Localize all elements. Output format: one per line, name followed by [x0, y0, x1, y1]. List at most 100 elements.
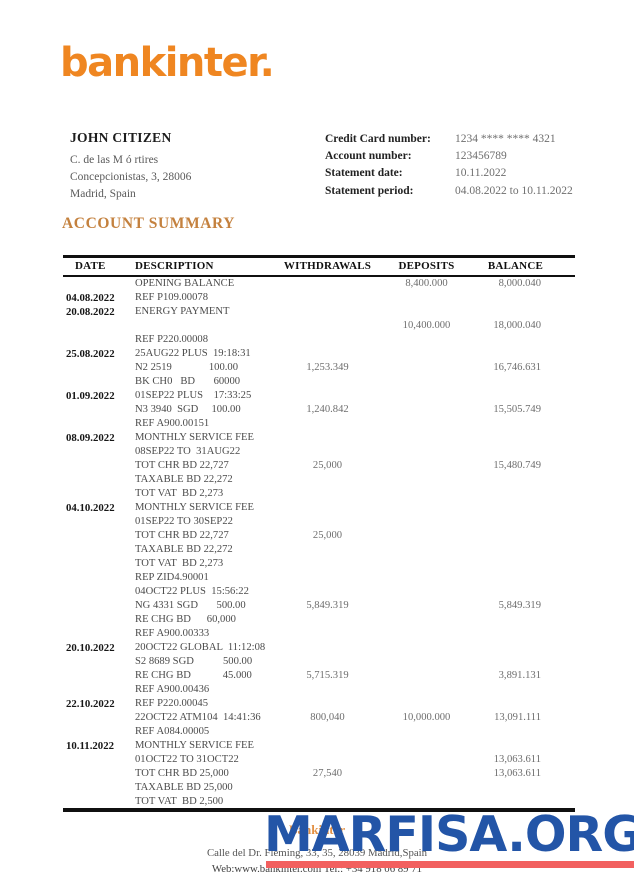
cell-deposit	[375, 627, 478, 641]
cell-description: N3 3940 SGD 100.00	[135, 404, 241, 415]
cell-description: TOT VAT BD 2,500	[135, 796, 224, 807]
statement-table-body: OPENING BALANCE 8,400.000 8,000.040 04.08.2…	[63, 276, 575, 809]
cell-description: REF A084.00005	[135, 726, 210, 737]
cell-withdrawal	[280, 697, 375, 711]
cell-balance	[478, 627, 575, 641]
cell-date: 01.09.2022	[66, 390, 115, 402]
cell-withdrawal	[280, 487, 375, 501]
customer-address-line: Madrid, Spain	[70, 188, 136, 200]
cell-deposit	[375, 515, 478, 529]
cell-date	[63, 585, 135, 599]
cell-date	[63, 515, 135, 529]
table-row: 08SEP22 TO 31AUG22	[63, 445, 575, 459]
table-row: S2 8689 SGD 500.00	[63, 655, 575, 669]
cell-date	[63, 781, 135, 795]
cell-balance: 5,849.319	[498, 600, 541, 611]
table-row: TOT VAT BD 2,273	[63, 487, 575, 501]
cell-deposit	[375, 543, 478, 557]
cell-description: ENERGY PAYMENT	[135, 306, 230, 317]
cell-date	[63, 571, 135, 585]
customer-address-line: C. de las M ó rtires	[70, 154, 159, 166]
cell-withdrawal	[280, 276, 375, 291]
cell-withdrawal	[280, 305, 375, 319]
cell-description: 20OCT22 GLOBAL 11:12:08	[135, 642, 266, 653]
cell-withdrawal: 25,000	[312, 460, 343, 471]
cell-balance: 15,480.749	[493, 460, 541, 471]
table-row: REF A084.00005	[63, 725, 575, 739]
table-row: N3 3940 SGD 100.00 1,240.842 15,505.749	[63, 403, 575, 417]
cell-balance	[478, 697, 575, 711]
cell-balance	[478, 613, 575, 627]
cell-balance	[478, 557, 575, 571]
statement-date-label: Statement date:	[325, 167, 403, 180]
footer-bank-name: Bankinter	[288, 822, 346, 837]
table-row: TOT VAT BD 2,500	[63, 795, 575, 809]
table-row: BK CH0 BD 60000	[63, 375, 575, 389]
cell-date	[63, 375, 135, 389]
table-row: NG 4331 SGD 500.00 5,849.319 5,849.319	[63, 599, 575, 613]
cell-balance	[478, 291, 575, 305]
cell-balance	[478, 389, 575, 403]
cell-withdrawal	[280, 389, 375, 403]
customer-address-line: Concepcionistas, 3, 28006	[70, 171, 192, 183]
cell-date	[63, 725, 135, 739]
cell-date: 08.09.2022	[66, 432, 115, 444]
cell-date	[63, 417, 135, 431]
cell-deposit: 10,400.000	[402, 320, 451, 331]
cell-date	[63, 669, 135, 683]
cell-description: NG 4331 SGD 500.00	[135, 600, 246, 611]
statement-date-value: 10.11.2022	[455, 167, 507, 180]
cell-withdrawal	[280, 445, 375, 459]
table-row: 20.10.2022 20OCT22 GLOBAL 11:12:08	[63, 641, 575, 655]
cell-deposit	[375, 725, 478, 739]
table-row: 22OCT22 ATM104 14:41:36 800,040 10,000.000…	[63, 711, 575, 725]
cell-withdrawal	[280, 585, 375, 599]
marfisa-watermark: MARFISA.ORG	[264, 806, 634, 863]
footer-address: Calle del Dr. Fleming, 33, 35, 28039 Mad…	[206, 847, 428, 859]
cell-balance	[478, 543, 575, 557]
cell-description: N2 2519 100.00	[135, 362, 238, 373]
cell-date	[63, 711, 135, 725]
cell-withdrawal	[280, 571, 375, 585]
account-summary-title: ACCOUNT SUMMARY	[62, 215, 236, 232]
cell-description: REP ZID4.90001	[135, 572, 209, 583]
account-info-row: Statement period: 04.08.2022 to 10.11.20…	[325, 183, 575, 200]
cell-date	[63, 473, 135, 487]
cell-date	[63, 319, 135, 333]
cell-balance	[478, 473, 575, 487]
cell-balance: 13,063.611	[493, 768, 541, 779]
table-row: 04.10.2022 MONTHLY SERVICE FEE	[63, 501, 575, 515]
cell-balance	[478, 571, 575, 585]
cell-balance: 3,891.131	[498, 670, 541, 681]
cell-description: MONTHLY SERVICE FEE	[135, 432, 254, 443]
cell-deposit	[375, 641, 478, 655]
cell-balance	[478, 725, 575, 739]
cell-deposit	[375, 571, 478, 585]
cell-description: TOT VAT BD 2,273	[135, 488, 224, 499]
cell-withdrawal	[280, 291, 375, 305]
table-row: RE CHG BD 45.000 5,715.319 3,891.131	[63, 669, 575, 683]
cell-balance	[478, 585, 575, 599]
cell-withdrawal: 27,540	[312, 768, 343, 779]
cell-withdrawal	[280, 627, 375, 641]
table-row: REF A900.00333	[63, 627, 575, 641]
cell-description: MONTHLY SERVICE FEE	[135, 502, 254, 513]
table-row: 22.10.2022 REF P220.00045	[63, 697, 575, 711]
cell-balance: 18,000.040	[493, 320, 541, 331]
cell-date: 04.08.2022	[66, 292, 115, 304]
cell-withdrawal: 1,253.349	[306, 362, 349, 373]
table-row: REF A900.00151	[63, 417, 575, 431]
cell-description: TOT CHR BD 22,727	[135, 460, 229, 471]
table-row: TOT CHR BD 22,727 25,000 15,480.749	[63, 459, 575, 473]
cell-description: 01SEP22 TO 30SEP22	[135, 516, 233, 527]
cell-deposit: 8,400.000	[405, 278, 448, 289]
cell-withdrawal	[280, 781, 375, 795]
cell-withdrawal	[280, 417, 375, 431]
cell-date: 04.10.2022	[66, 502, 115, 514]
cell-withdrawal	[280, 655, 375, 669]
cell-deposit	[375, 473, 478, 487]
cell-date	[63, 459, 135, 473]
cell-deposit	[375, 361, 478, 375]
header-row: DATE DESCRIPTION WITHDRAWALS DEPOSITS BA…	[63, 256, 575, 276]
cell-balance	[478, 305, 575, 319]
